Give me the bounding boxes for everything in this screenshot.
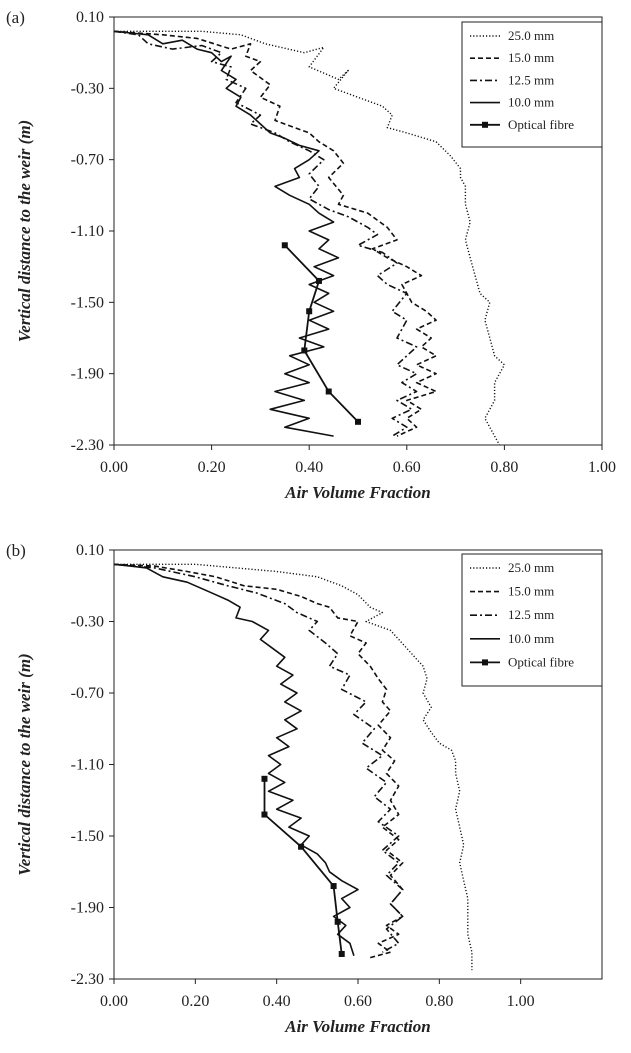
y-tick-label: -2.30 [71, 437, 104, 454]
legend-entry-label: 12.5 mm [508, 72, 554, 87]
panel-label: (a) [6, 8, 25, 27]
legend-entry-label: 15.0 mm [508, 584, 554, 599]
y-tick-label: -0.30 [71, 80, 104, 97]
legend-entry-label: 15.0 mm [508, 50, 554, 65]
y-tick-label: 0.10 [76, 9, 104, 26]
x-tick-label: 0.60 [393, 459, 421, 476]
series-line [113, 563, 404, 959]
x-tick-label: 0.00 [100, 459, 128, 476]
y-tick-label: 0.10 [76, 542, 104, 559]
x-tick-label: 1.00 [507, 993, 535, 1010]
legend: 25.0 mm 15.0 mm 12.5 mm 10.0 mm Optical fibr… [461, 21, 603, 148]
data-point-marker [315, 277, 322, 284]
y-tick-label: -1.90 [71, 900, 104, 917]
y-tick-label: -1.50 [71, 294, 104, 311]
x-tick-label: 0.20 [181, 993, 209, 1010]
data-point-marker [325, 388, 332, 395]
chart-panel: 0.10 -0.30 -0.70 -1.10 -1.50 -1.90 -2.30 0.00 0.… [6, 8, 616, 502]
panel-label: (b) [6, 541, 26, 560]
y-axis-title: Vertical distance to the weir (m) [15, 653, 34, 875]
legend: 25.0 mm 15.0 mm 12.5 mm 10.0 mm Optical fibr… [461, 553, 603, 687]
series-line [114, 563, 473, 971]
legend-entry-label: 25.0 mm [508, 560, 554, 575]
data-point-marker [261, 811, 268, 818]
y-tick-label: -1.10 [71, 223, 104, 240]
series-line [113, 30, 418, 437]
y-tick-label: -0.70 [71, 152, 104, 169]
x-tick-label: 0.20 [198, 459, 226, 476]
chart-panel: 0.10 -0.30 -0.70 -1.10 -1.50 -1.90 -2.30 0.00 0.… [6, 541, 603, 1036]
legend-entry-label: Optical fibre [508, 117, 574, 132]
legend-entry-label: 10.0 mm [508, 631, 554, 646]
x-axis-title: Air Volume Fraction [284, 483, 430, 502]
x-tick-label: 0.80 [490, 459, 518, 476]
data-point-marker [261, 775, 268, 782]
x-tick-label: 0.40 [295, 459, 323, 476]
series-line [284, 244, 359, 423]
data-point-marker [330, 883, 337, 890]
data-point-marker [306, 308, 313, 315]
x-tick-label: 1.00 [588, 459, 616, 476]
series-line [113, 563, 359, 957]
y-tick-label: -1.90 [71, 366, 104, 383]
y-tick-label: -1.10 [71, 757, 104, 774]
x-tick-label: 0.80 [425, 993, 453, 1010]
series-line [263, 778, 343, 955]
data-point-marker [281, 242, 288, 249]
series-line [113, 30, 340, 437]
data-point-marker [338, 950, 345, 957]
legend-entry-label: Optical fibre [508, 654, 574, 669]
legend-entry-label: 10.0 mm [508, 95, 554, 110]
data-point-marker [355, 418, 361, 425]
legend-entry-label: 12.5 mm [508, 607, 554, 622]
y-tick-label: -2.30 [71, 971, 104, 988]
data-point-marker [301, 347, 308, 354]
data-point-marker [298, 843, 305, 850]
x-tick-label: 0.00 [100, 993, 128, 1010]
y-tick-label: -0.30 [71, 614, 104, 631]
legend-marker [482, 659, 488, 666]
legend-marker [482, 121, 488, 128]
y-tick-label: -1.50 [71, 828, 104, 845]
y-tick-label: -0.70 [71, 685, 104, 702]
y-axis-title: Vertical distance to the weir (m) [15, 120, 34, 342]
series-line [113, 563, 404, 953]
legend-entry-label: 25.0 mm [508, 28, 554, 43]
x-tick-label: 0.60 [344, 993, 372, 1010]
x-axis-title: Air Volume Fraction [284, 1017, 430, 1036]
x-tick-label: 0.40 [263, 993, 291, 1010]
data-point-marker [334, 918, 341, 925]
series-line [113, 30, 437, 437]
series-line [114, 30, 506, 446]
